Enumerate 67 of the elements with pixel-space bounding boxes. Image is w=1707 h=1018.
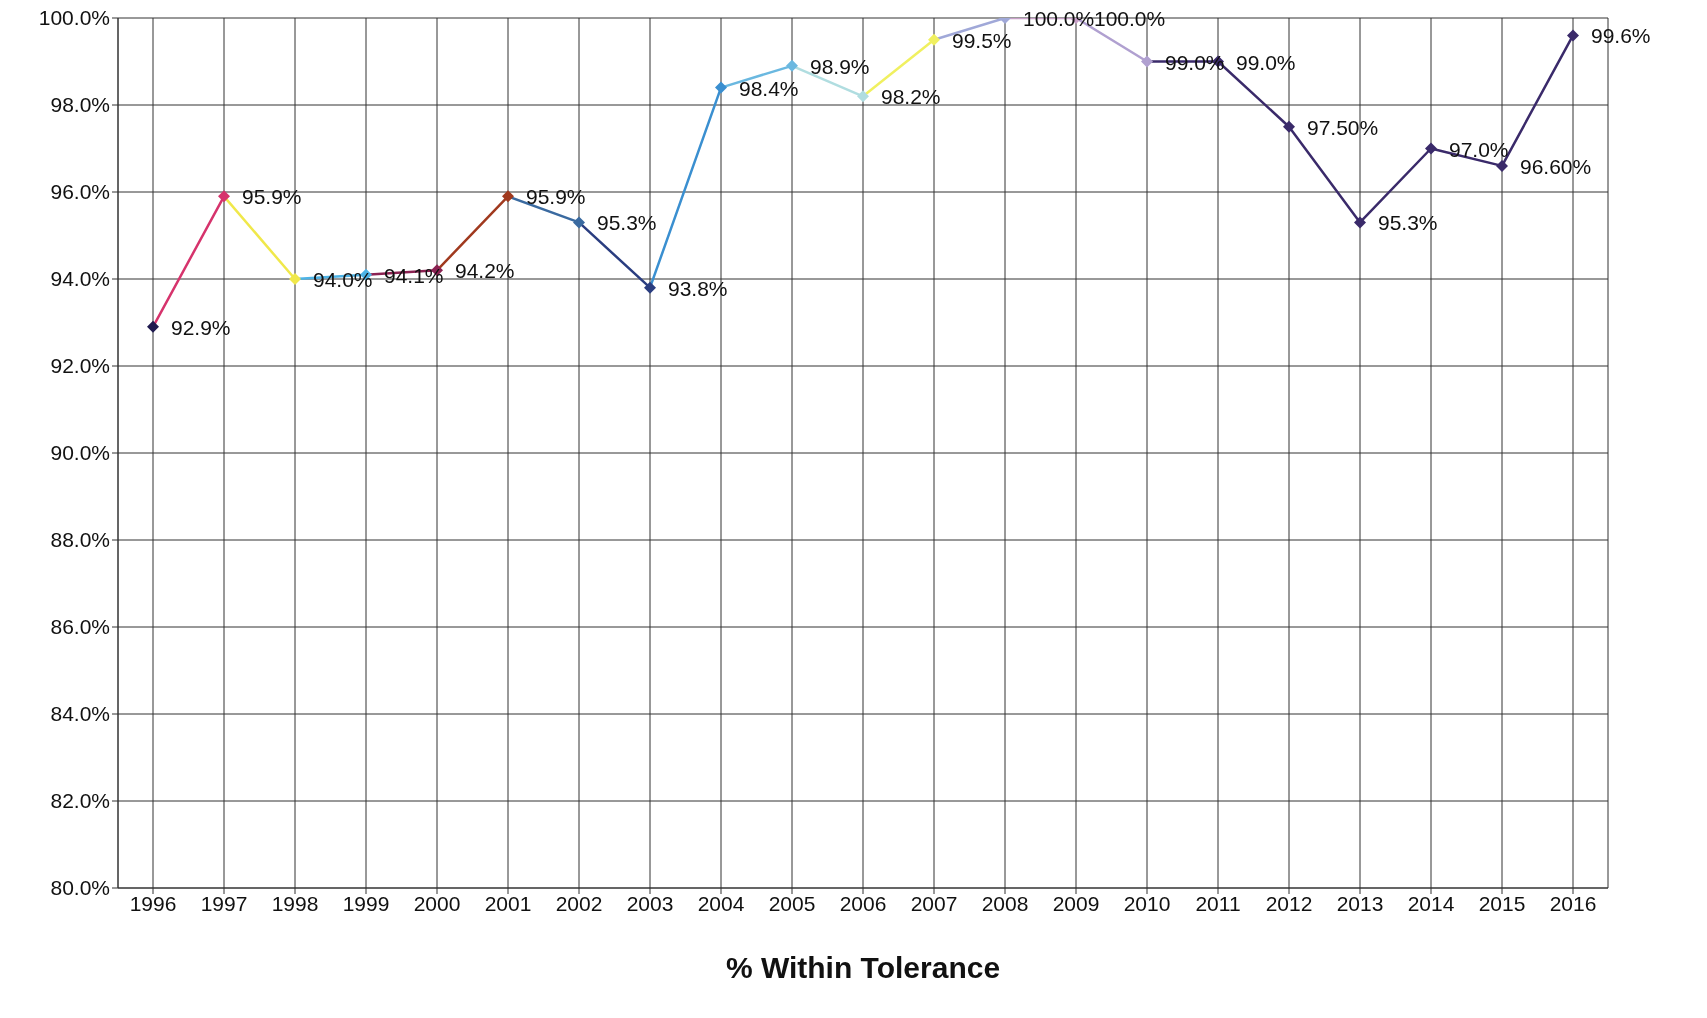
x-tick-label: 2014	[1407, 891, 1455, 915]
data-label: 95.3%	[597, 211, 657, 235]
y-tick-label: 94.0%	[50, 267, 110, 291]
data-label: 100.0%	[1023, 7, 1095, 30]
point	[715, 81, 727, 94]
x-tick-label: 2003	[626, 891, 674, 915]
point	[573, 216, 585, 229]
data-label: 94.2%	[455, 259, 515, 283]
data-label: 97.50%	[1307, 115, 1379, 139]
y-tick-label: 88.0%	[50, 528, 110, 552]
x-tick-label: 2002	[555, 891, 603, 915]
y-tick-label: 86.0%	[50, 615, 110, 639]
data-label: 95.9%	[242, 185, 302, 209]
data-label: 92.9%	[171, 315, 231, 339]
point	[857, 90, 869, 103]
data-label: 98.4%	[739, 76, 799, 100]
x-tick-label: 1996	[129, 891, 177, 915]
point	[502, 190, 514, 203]
x-tick-label: 2001	[484, 891, 532, 915]
point	[1354, 216, 1366, 229]
x-tick-label: 2012	[1265, 891, 1313, 915]
x-tick-label: 2015	[1478, 891, 1526, 915]
data-label: 99.5%	[952, 28, 1012, 52]
point	[218, 190, 230, 203]
data-label: 98.2%	[881, 85, 941, 109]
y-tick-label: 82.0%	[50, 789, 110, 813]
data-label: 96.60%	[1520, 154, 1592, 178]
x-tick-label: 2013	[1336, 891, 1384, 915]
data-label: 100.0%	[1094, 7, 1166, 30]
x-tick-label: 1997	[200, 891, 248, 915]
x-tick-label: 2004	[697, 891, 745, 915]
x-tick-label: 2005	[768, 891, 816, 915]
y-tick-label: 98.0%	[50, 93, 110, 117]
x-tick-label: 2008	[981, 891, 1029, 915]
point	[289, 273, 301, 285]
x-tick-label: 2009	[1052, 891, 1100, 915]
point	[928, 33, 940, 46]
y-tick-label: 96.0%	[50, 180, 110, 204]
y-tick-label: 84.0%	[50, 702, 110, 726]
point	[1496, 159, 1508, 172]
y-tick-label: 80.0%	[50, 876, 110, 900]
data-label: 93.8%	[668, 276, 728, 300]
y-tick-label: 92.0%	[50, 354, 110, 378]
data-label: 99.0%	[1236, 50, 1296, 74]
x-tick-label: 2007	[910, 891, 958, 915]
point	[147, 320, 159, 333]
data-label: 99.6%	[1591, 24, 1651, 48]
data-label: 95.3%	[1378, 211, 1438, 235]
x-tick-label: 2006	[839, 891, 887, 915]
point	[1283, 120, 1295, 133]
x-tick-label: 2011	[1195, 891, 1241, 915]
point	[786, 59, 798, 72]
point	[644, 281, 656, 294]
point	[1425, 142, 1437, 155]
x-tick-label: 2000	[413, 891, 461, 915]
data-label: 95.9%	[526, 185, 586, 209]
y-tick-label: 100.0%	[38, 6, 110, 30]
x-tick-label: 1999	[342, 891, 390, 915]
x-tick-label: 2016	[1549, 891, 1597, 915]
point	[1141, 55, 1153, 68]
x-tick-label: 1998	[271, 891, 319, 915]
data-label: 97.0%	[1449, 137, 1509, 161]
x-tick-label: 2010	[1123, 891, 1171, 915]
y-tick-label: 90.0%	[50, 441, 110, 465]
data-label: 98.9%	[810, 54, 870, 78]
point	[1567, 29, 1579, 42]
x-axis-title: % Within Tolerance	[725, 951, 1001, 984]
